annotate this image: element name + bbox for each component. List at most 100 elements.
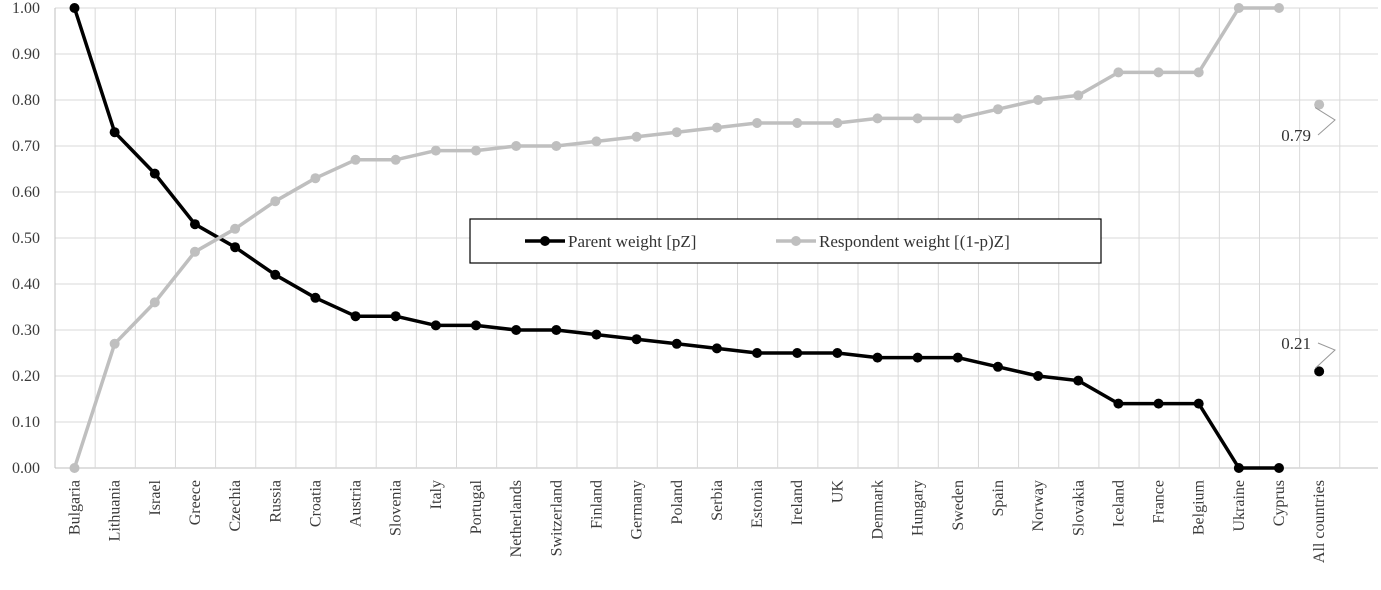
- data-point: [1274, 463, 1284, 473]
- x-tick-label: Ukraine: [1231, 480, 1248, 532]
- data-point: [671, 338, 682, 349]
- data-point: [591, 329, 602, 340]
- data-point: [711, 122, 722, 133]
- data-point: [189, 219, 200, 230]
- data-point: [792, 118, 803, 128]
- data-point: [430, 320, 441, 331]
- callout-label: 0.21: [1281, 334, 1311, 353]
- data-point: [1073, 375, 1084, 386]
- legend-label: Parent weight [pZ]: [568, 232, 696, 251]
- x-tick-label: All countries: [1311, 480, 1328, 563]
- legend-item: Parent weight [pZ]: [525, 232, 696, 251]
- data-point: [832, 118, 843, 128]
- data-callout: 0.21: [1281, 334, 1336, 369]
- data-point: [310, 173, 321, 184]
- legend-swatch-marker: [540, 236, 550, 246]
- data-point: [109, 127, 120, 138]
- x-tick-label: Belgium: [1191, 479, 1208, 535]
- data-point: [912, 113, 923, 124]
- x-tick-label: Denmark: [870, 480, 887, 540]
- data-point: [1033, 371, 1044, 381]
- data-point: [270, 269, 281, 280]
- data-point: [69, 3, 80, 13]
- callout-leader-line: [1314, 342, 1336, 369]
- x-tick-label: Finland: [588, 480, 605, 529]
- x-tick-label: Netherlands: [508, 480, 525, 557]
- legend-swatch-marker: [791, 236, 801, 246]
- x-tick-label: Slovenia: [388, 480, 405, 536]
- data-point: [711, 343, 722, 354]
- x-tick-label: Cyprus: [1271, 480, 1288, 526]
- data-point: [952, 113, 963, 124]
- x-tick-label: Switzerland: [548, 480, 565, 556]
- data-point: [551, 325, 562, 335]
- data-point: [270, 196, 281, 207]
- x-tick-label: Bulgaria: [67, 480, 84, 535]
- y-tick-label: 0.00: [12, 460, 40, 477]
- data-point: [350, 311, 361, 322]
- data-point: [872, 113, 883, 124]
- data-point: [792, 348, 803, 358]
- data-point: [390, 311, 401, 322]
- callout-leader-line: [1314, 107, 1336, 136]
- data-point: [1113, 398, 1124, 409]
- x-tick-label: Slovakia: [1070, 480, 1087, 536]
- data-point: [952, 352, 963, 363]
- y-tick-label: 0.60: [12, 184, 40, 201]
- x-tick-label: Ireland: [789, 480, 806, 525]
- x-tick-label: France: [1151, 480, 1168, 524]
- data-point: [471, 320, 481, 331]
- y-tick-label: 0.30: [12, 322, 40, 339]
- data-point: [189, 246, 200, 257]
- legend-item: Respondent weight [(1-p)Z]: [776, 232, 1010, 251]
- data-point: [1153, 398, 1164, 409]
- series-group: [69, 3, 1325, 473]
- data-point: [912, 352, 923, 363]
- x-tick-label: UK: [829, 480, 846, 504]
- data-point: [1314, 366, 1325, 377]
- data-callout: 0.79: [1281, 107, 1336, 145]
- x-tick-label: Serbia: [709, 480, 726, 521]
- x-tick-label: Iceland: [1110, 480, 1127, 527]
- data-point: [1073, 90, 1084, 101]
- legend-label: Respondent weight [(1-p)Z]: [819, 232, 1010, 251]
- data-point: [1153, 67, 1164, 78]
- x-tick-label: Portugal: [468, 479, 485, 534]
- data-point: [149, 168, 160, 179]
- callout-label: 0.79: [1281, 126, 1311, 145]
- data-point: [1033, 95, 1044, 105]
- y-tick-label: 0.20: [12, 368, 40, 385]
- data-point: [551, 141, 562, 151]
- x-tick-label: Czechia: [227, 480, 244, 532]
- data-point: [511, 141, 522, 151]
- data-point: [149, 297, 160, 308]
- x-tick-label: Lithuania: [107, 480, 124, 541]
- legend: Parent weight [pZ] Respondent weight [(1-…: [469, 218, 1102, 264]
- y-tick-label: 0.40: [12, 276, 40, 293]
- y-tick-label: 0.50: [12, 230, 40, 247]
- data-point: [69, 463, 80, 473]
- x-tick-label: Israel: [147, 479, 164, 515]
- x-tick-label: Russia: [267, 480, 284, 523]
- data-point: [1193, 67, 1204, 78]
- data-point: [511, 325, 522, 335]
- data-point: [109, 338, 120, 349]
- y-tick-label: 0.90: [12, 46, 40, 63]
- y-tick-label: 1.00: [12, 0, 40, 17]
- annotations: 0.79 0.21: [1281, 107, 1336, 369]
- data-point: [832, 348, 843, 358]
- data-point: [631, 131, 642, 142]
- x-tick-label: Spain: [990, 480, 1007, 516]
- x-tick-label: Norway: [1030, 480, 1047, 532]
- data-point: [671, 127, 682, 138]
- x-tick-label: Italy: [428, 480, 445, 509]
- data-point: [1314, 99, 1325, 110]
- data-point: [1274, 3, 1284, 13]
- data-point: [230, 242, 241, 253]
- data-point: [230, 223, 241, 234]
- data-point: [1233, 3, 1244, 13]
- data-point: [471, 145, 481, 156]
- data-point: [752, 348, 763, 358]
- data-point: [591, 136, 602, 147]
